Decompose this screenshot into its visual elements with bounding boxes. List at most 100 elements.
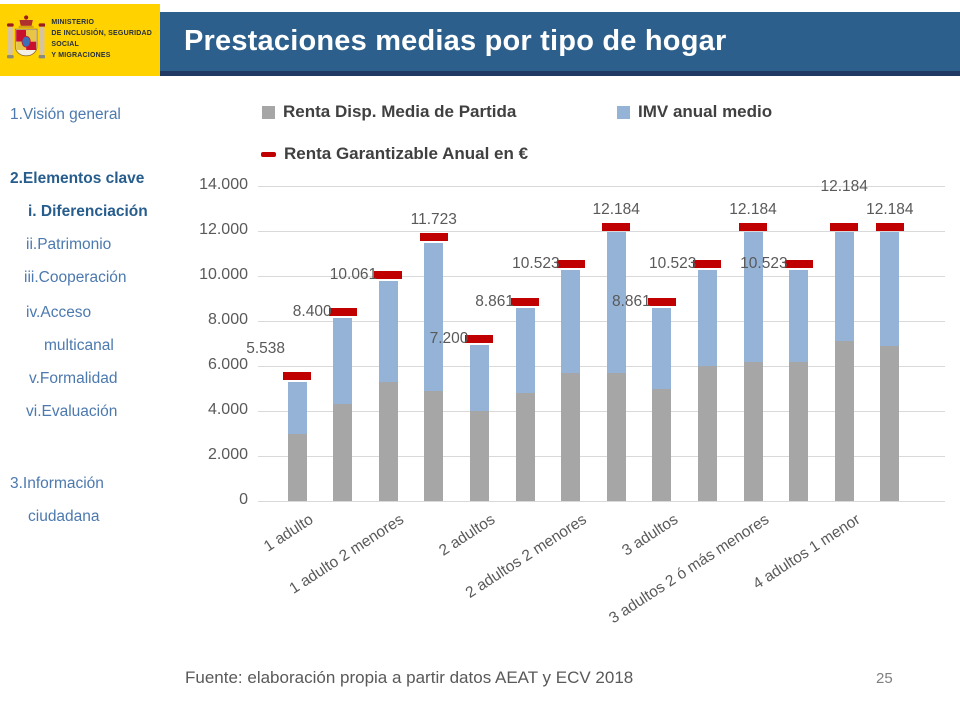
- sidebar-item-vision-general[interactable]: 1.Visión general: [10, 106, 121, 123]
- bar-segment-partida-8: [652, 388, 672, 501]
- ministry-name-line3: Y MIGRACIONES: [51, 51, 111, 59]
- x-tick-label-0: 1 adulto: [260, 511, 317, 556]
- gridline-4.000: [258, 411, 945, 412]
- bar-segment-partida-13: [880, 345, 900, 501]
- renta-garantizable-marker-4: [465, 335, 494, 343]
- bar-segment-imv-9: [697, 270, 717, 366]
- legend-label-0: Renta Disp. Media de Partida: [283, 102, 517, 121]
- legend-label-1: IMV anual medio: [638, 102, 773, 121]
- renta-garantizable-marker-8: [647, 297, 676, 306]
- bar-segment-partida-10: [743, 361, 763, 501]
- spain-coat-of-arms-icon: [7, 15, 46, 59]
- renta-garantizable-marker-7: [602, 222, 631, 231]
- bar-segment-imv-7: [606, 232, 626, 373]
- renta-garantizable-marker-13: [875, 222, 904, 231]
- y-tick-label: 4.000: [207, 401, 248, 418]
- renta-garantizable-marker-2: [374, 270, 403, 279]
- data-label-13: 12.184: [866, 200, 914, 218]
- data-label-6: 10.523: [512, 255, 560, 273]
- bar-segment-partida-9: [697, 366, 717, 501]
- data-label-1: 8.400: [292, 303, 332, 320]
- y-tick-label: 14.000: [199, 176, 248, 193]
- gridline-10.000: [258, 276, 945, 277]
- bar-segment-imv-4: [469, 344, 489, 411]
- sidebar-item-formalidad[interactable]: v.Formalidad: [29, 370, 118, 387]
- bar-segment-partida-4: [469, 411, 489, 501]
- bar-segment-imv-8: [652, 307, 672, 389]
- legend-label-2: Renta Garantizable Anual en €: [284, 144, 529, 163]
- renta-garantizable-marker-12: [830, 222, 859, 231]
- bar-segment-imv-10: [743, 232, 763, 362]
- gridline-8.000: [258, 321, 945, 322]
- legend-item-1: IMV anual medio: [617, 102, 772, 122]
- bar-segment-partida-11: [789, 361, 809, 501]
- bar-segment-imv-6: [561, 270, 581, 373]
- y-tick-label: 12.000: [199, 221, 248, 238]
- renta-garantizable-marker-9: [693, 260, 722, 269]
- data-label-8: 8.861: [612, 292, 651, 310]
- slide-title: Prestaciones medias por tipo de hogar: [184, 25, 727, 57]
- data-label-11: 10.523: [740, 255, 788, 273]
- data-label-5: 8.861: [475, 292, 514, 310]
- sidebar-item-elementos-clave[interactable]: 2.Elementos clave: [10, 170, 145, 187]
- title-band-accent: [160, 71, 960, 76]
- legend-item-0: Renta Disp. Media de Partida: [262, 102, 516, 122]
- y-tick-label: 2.000: [207, 446, 248, 463]
- bar-segment-imv-12: [834, 232, 854, 342]
- renta-garantizable-marker-11: [784, 260, 813, 269]
- sidebar-item-acceso-multicanal[interactable]: iv.Acceso: [26, 304, 92, 321]
- y-tick-label: 10.000: [199, 266, 248, 283]
- renta-garantizable-marker-10: [739, 222, 767, 231]
- bar-segment-imv-5: [515, 307, 535, 393]
- gridline-12.000: [258, 231, 945, 232]
- sidebar-item-cooperacion[interactable]: iii.Cooperación: [24, 269, 127, 286]
- x-tick-label-2: 2 adultos: [436, 511, 499, 560]
- data-label-10: 12.184: [729, 200, 777, 218]
- data-label-2: 10.061: [329, 265, 378, 283]
- gridline-6.000: [258, 366, 945, 367]
- y-tick-label: 0: [239, 491, 248, 508]
- title-band: Prestaciones medias por tipo de hogar: [160, 12, 960, 71]
- data-label-12: 12.184: [820, 177, 868, 195]
- sidebar-item-diferenciacion[interactable]: i. Diferenciación: [28, 203, 148, 220]
- sidebar-item-informacion-ciudadana[interactable]: 3.Información: [10, 475, 104, 492]
- gridline-14.000: [258, 186, 945, 187]
- data-label-3: 11.723: [410, 211, 457, 229]
- bar-segment-partida-0: [287, 433, 307, 501]
- renta-garantizable-marker-0: [283, 372, 311, 381]
- renta-garantizable-marker-1: [328, 308, 357, 316]
- renta-garantizable-marker-5: [511, 297, 539, 306]
- x-tick-label-4: 3 adultos: [619, 511, 682, 560]
- gridline-2.000: [258, 456, 945, 457]
- data-label-7: 12.184: [592, 200, 640, 218]
- bar-segment-partida-3: [424, 390, 444, 501]
- bar-segment-partida-6: [561, 372, 581, 501]
- bar-segment-partida-12: [834, 341, 854, 501]
- bar-segment-partida-2: [378, 381, 398, 501]
- gridline-0: [258, 501, 945, 502]
- sidebar-item-patrimonio[interactable]: ii.Patrimonio: [26, 236, 112, 253]
- sidebar-item-acceso-multicanal[interactable]: multicanal: [44, 337, 114, 354]
- bar-segment-imv-13: [880, 232, 900, 346]
- legend-item-2: Renta Garantizable Anual en €: [261, 144, 528, 164]
- sidebar-item-evaluacion[interactable]: vi.Evaluación: [26, 403, 118, 420]
- bar-segment-imv-0: [287, 381, 307, 434]
- legend-swatch-1: [617, 105, 630, 119]
- sidebar-item-informacion-ciudadana[interactable]: ciudadana: [28, 508, 100, 525]
- ministry-logo: MINISTERIO DE INCLUSIÓN, SEGURIDAD SOCIA…: [0, 4, 160, 76]
- bar-segment-imv-1: [333, 317, 353, 405]
- legend-swatch-2: [261, 151, 276, 157]
- source-note: Fuente: elaboración propia a partir dato…: [185, 668, 634, 687]
- bar-segment-imv-3: [424, 243, 444, 391]
- data-label-0: 5.538: [246, 340, 285, 358]
- page-number: 25: [876, 670, 893, 687]
- bar-segment-imv-2: [378, 280, 398, 382]
- data-label-9: 10.523: [648, 255, 697, 273]
- renta-garantizable-marker-3: [419, 233, 448, 242]
- bar-segment-partida-5: [515, 393, 535, 501]
- y-tick-label: 6.000: [207, 356, 248, 373]
- ministry-name-line1: MINISTERIO: [51, 19, 95, 27]
- ministry-name: MINISTERIO DE INCLUSIÓN, SEGURIDAD SOCIA…: [51, 18, 160, 61]
